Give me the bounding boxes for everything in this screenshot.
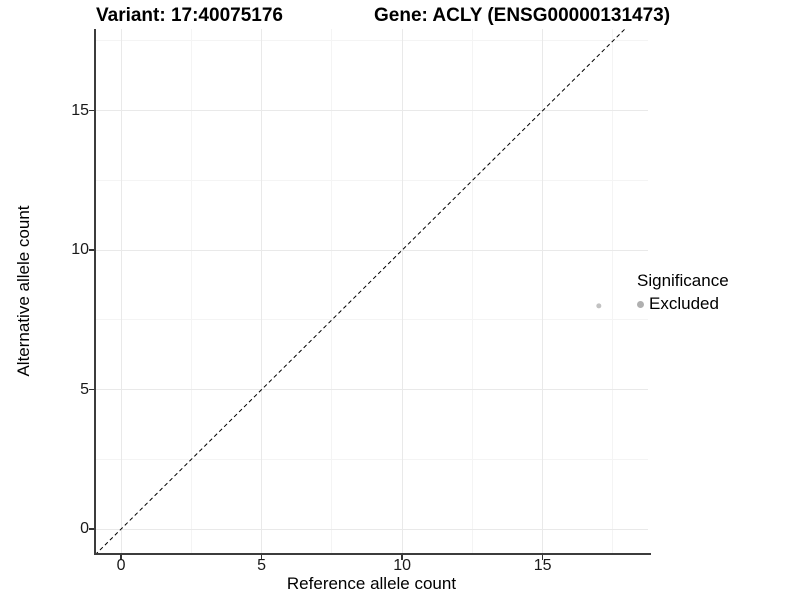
y-axis-tick xyxy=(89,388,94,391)
minor-gridline-h xyxy=(95,40,648,42)
x-axis-tick xyxy=(120,555,122,560)
x-tick-label: 15 xyxy=(533,557,552,574)
identity-dashed-line xyxy=(96,29,626,553)
legend: Significance Excluded xyxy=(637,271,729,314)
plot-layer xyxy=(96,29,626,553)
y-axis-tick xyxy=(89,249,94,251)
minor-gridline-h xyxy=(95,179,648,181)
major-gridline-v xyxy=(120,29,122,553)
minor-gridline-v xyxy=(471,29,473,553)
major-gridline-h xyxy=(95,389,648,391)
x-axis-tick xyxy=(260,555,263,560)
major-gridline-h xyxy=(95,528,648,530)
x-tick-label: 0 xyxy=(116,557,126,574)
major-gridline-h xyxy=(95,110,648,112)
gene-title: Gene: ACLY (ENSG00000131473) xyxy=(374,5,671,26)
x-axis-tick xyxy=(401,555,403,560)
y-tick-label: 15 xyxy=(71,101,89,119)
y-axis-tick xyxy=(89,109,94,112)
legend-title: Significance xyxy=(637,271,729,290)
x-tick-label: 5 xyxy=(257,557,267,574)
major-gridline-v xyxy=(542,29,544,553)
plot-panel xyxy=(95,29,648,553)
major-gridline-v xyxy=(261,29,263,553)
x-axis-line xyxy=(93,553,651,555)
y-tick-label: 5 xyxy=(80,380,89,398)
minor-gridline-h xyxy=(95,458,648,460)
minor-gridline-v xyxy=(331,29,333,553)
y-axis-tick xyxy=(89,528,94,530)
x-tick-label: 10 xyxy=(393,557,412,574)
major-gridline-v xyxy=(401,29,403,553)
legend-entry-excluded: Excluded xyxy=(637,294,729,314)
variant-title: Variant: 17:40075176 xyxy=(96,5,283,26)
x-axis-title: Reference allele count xyxy=(286,574,457,593)
y-tick-label: 0 xyxy=(80,520,89,538)
legend-entry-label: Excluded xyxy=(649,294,719,313)
y-tick-label: 10 xyxy=(71,241,89,259)
y-axis-title: Alternative allele count xyxy=(14,205,33,377)
minor-gridline-h xyxy=(95,319,648,321)
major-gridline-h xyxy=(95,249,648,251)
x-axis-tick xyxy=(541,555,544,560)
y-axis-line xyxy=(93,29,96,555)
minor-gridline-v xyxy=(190,29,192,553)
data-point xyxy=(596,303,602,309)
excluded-point-icon xyxy=(637,300,644,308)
minor-gridline-v xyxy=(612,29,614,553)
